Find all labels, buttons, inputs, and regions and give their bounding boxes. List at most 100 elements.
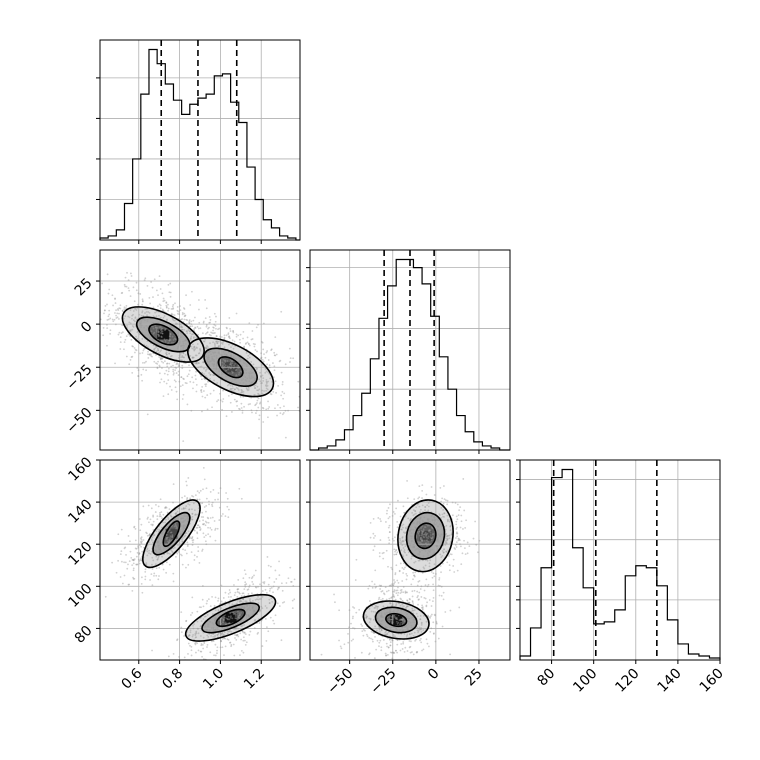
scatter-point (396, 629, 399, 632)
scatter-point (199, 349, 202, 352)
scatter-point (209, 392, 212, 395)
scatter-point (155, 555, 158, 558)
scatter-point (209, 342, 211, 345)
scatter-point (416, 590, 419, 593)
scatter-point (270, 349, 273, 352)
scatter-point (170, 549, 172, 552)
scatter-point (429, 529, 431, 531)
scatter-point (235, 400, 238, 403)
density-contour (135, 316, 191, 353)
scatter-point (188, 322, 191, 325)
scatter-point (195, 641, 197, 644)
scatter-point (186, 541, 189, 544)
scatter-point (386, 608, 388, 611)
scatter-point (410, 632, 413, 635)
scatter-point (200, 365, 203, 368)
scatter-point (265, 378, 268, 381)
scatter-point (390, 618, 393, 621)
scatter-point (142, 505, 145, 508)
scatter-point (190, 345, 193, 348)
scatter-point (365, 616, 368, 618)
scatter-point (435, 545, 438, 548)
scatter-point (191, 539, 194, 542)
scatter-point (419, 627, 422, 630)
scatter-point (417, 548, 420, 551)
scatter-point (442, 591, 445, 594)
scatter-point (180, 359, 183, 361)
scatter-point (172, 303, 175, 306)
scatter-point (215, 354, 218, 357)
scatter-point (141, 550, 144, 553)
scatter-point (196, 627, 199, 630)
scatter-point (109, 332, 111, 335)
scatter-point (165, 353, 168, 356)
scatter-point (131, 564, 134, 567)
scatter-point (438, 577, 441, 579)
scatter-point (209, 651, 212, 654)
scatter-point (402, 641, 405, 643)
scatter-point (132, 345, 134, 348)
scatter-point (235, 626, 237, 629)
scatter-point (240, 388, 243, 391)
scatter-point (107, 315, 110, 318)
scatter-point (390, 596, 393, 599)
scatter-point (438, 513, 441, 515)
scatter-point (249, 600, 252, 603)
scatter-point (420, 585, 423, 588)
scatter-point (264, 371, 267, 374)
scatter-point (183, 308, 186, 310)
scatter-point (241, 391, 243, 394)
scatter-point (197, 628, 199, 630)
scatter-point (254, 585, 257, 588)
scatter-point (158, 575, 160, 577)
scatter-point (212, 374, 215, 377)
scatter-point (238, 360, 241, 363)
scatter-point (165, 319, 168, 322)
scatter-point (189, 325, 192, 328)
scatter-point (412, 574, 415, 577)
scatter-point (425, 539, 428, 542)
scatter-point (144, 575, 147, 578)
scatter-point (255, 403, 257, 406)
scatter-point (450, 553, 453, 556)
scatter-point (137, 546, 140, 549)
scatter-point (152, 327, 155, 330)
scatter-point (242, 381, 245, 384)
scatter-point (173, 337, 176, 340)
scatter-point (394, 617, 397, 620)
scatter-point (189, 332, 192, 335)
scatter-point (189, 339, 192, 341)
scatter-point (280, 639, 283, 642)
scatter-point (266, 556, 269, 558)
scatter-point (212, 389, 215, 392)
scatter-point (171, 536, 174, 538)
scatter-point (229, 367, 232, 370)
scatter-point (226, 360, 229, 362)
scatter-point (268, 372, 271, 375)
scatter-point (220, 632, 222, 635)
scatter-point (366, 635, 369, 638)
scatter-point (377, 619, 380, 622)
scatter-point (214, 596, 217, 599)
scatter-point (199, 489, 202, 492)
scatter-point (401, 528, 403, 531)
scatter-point (155, 503, 157, 506)
scatter-point (250, 372, 253, 374)
scatter-point (241, 389, 243, 392)
scatter-point (181, 328, 184, 331)
scatter-point (371, 586, 374, 589)
scatter-point (212, 352, 215, 355)
scatter-point (452, 558, 455, 561)
scatter-point (284, 436, 287, 439)
scatter-point (421, 572, 424, 574)
scatter-point (217, 597, 220, 600)
scatter-point (171, 551, 174, 554)
scatter-point (168, 529, 171, 532)
scatter-point (131, 328, 134, 331)
scatter-point (239, 395, 242, 398)
scatter-point (156, 331, 159, 333)
scatter-point (421, 539, 424, 542)
scatter-point (147, 357, 150, 359)
scatter-point (429, 550, 431, 553)
scatter-point (127, 563, 129, 566)
